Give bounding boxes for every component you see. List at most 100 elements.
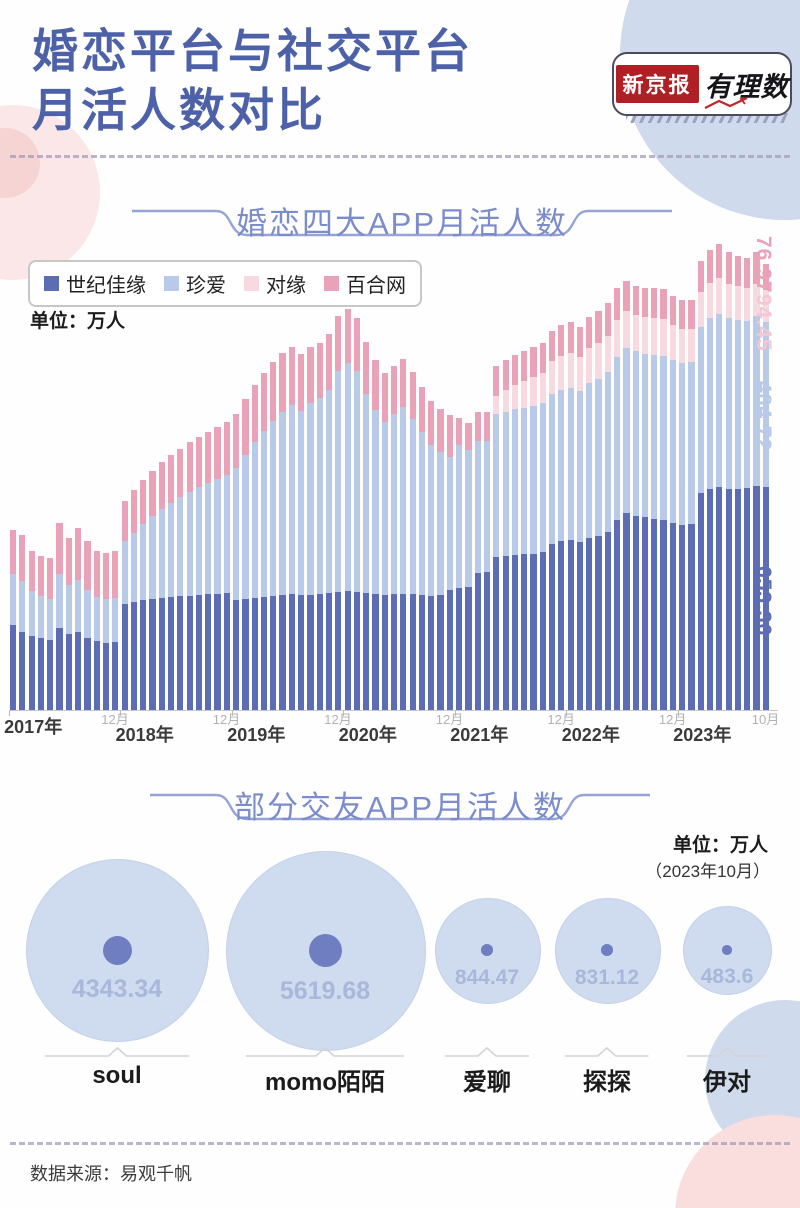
bar-segment-百合网 [316,342,323,399]
bar-segment-百合网 [167,455,175,503]
bar-segment-世纪佳缘 [260,596,268,710]
bar-segment-珍爱 [437,452,444,596]
bar-2022-02 [576,326,584,710]
bar-segment-珍爱 [688,362,695,525]
chart2-period-label: （2023年10月） [645,862,770,881]
bar-segment-世纪佳缘 [102,642,110,710]
bar-segment-世纪佳缘 [511,555,518,710]
bar-2020-06 [391,366,398,710]
series-end-value-76.97: 76.97 [752,236,775,294]
bar-segment-世纪佳缘 [521,554,528,710]
bar-segment-对缘 [706,282,714,319]
bar-segment-世纪佳缘 [19,632,26,710]
bar-segment-珍爱 [493,414,500,558]
bubble-label-伊对: 伊对 [703,1069,751,1096]
bar-segment-珍爱 [140,524,147,601]
bar-segment-百合网 [558,324,565,357]
bar-2023-05 [716,244,723,710]
bar-segment-世纪佳缘 [567,540,574,710]
bar-segment-世纪佳缘 [84,637,91,710]
bar-segment-世纪佳缘 [762,487,769,710]
bar-segment-对缘 [586,347,593,384]
bar-segment-珍爱 [177,497,184,597]
bar-segment-百合网 [93,550,100,597]
bar-segment-百合网 [697,261,704,292]
bar-segment-世纪佳缘 [604,532,611,710]
bar-segment-百合网 [483,412,491,441]
bar-2021-02 [465,422,472,710]
x-tick-mark [8,710,10,716]
bubble-value-爱聊: 844.47 [454,966,520,990]
bar-segment-世纪佳缘 [251,597,258,710]
bar-segment-百合网 [391,366,398,415]
bar-segment-百合网 [19,535,26,582]
chart1-legend: 世纪佳缘 珍爱 对缘 百合网 [28,260,422,307]
bar-2019-05 [270,361,277,710]
bar-segment-世纪佳缘 [586,538,593,710]
page-title-line2: 月活人数对比 [32,83,326,136]
bar-segment-百合网 [381,372,388,422]
bar-segment-世纪佳缘 [688,524,695,710]
bar-segment-珍爱 [632,351,639,516]
bar-segment-对缘 [697,291,704,327]
bar-segment-珍爱 [483,440,491,573]
bar-segment-百合网 [539,342,546,373]
bar-segment-珍爱 [242,454,249,599]
bar-segment-珍爱 [762,322,769,488]
bar-2022-09 [641,288,649,710]
bar-segment-百合网 [84,541,91,591]
x-tick-12月: 12月 [212,712,241,727]
legend-swatch [164,276,179,291]
bar-segment-对缘 [614,320,621,358]
bar-segment-世纪佳缘 [483,572,491,710]
bar-segment-世纪佳缘 [493,557,500,710]
section2-bracket [150,793,650,821]
bar-2019-11 [325,334,333,710]
bar-segment-百合网 [456,418,463,446]
bar-segment-世纪佳缘 [456,588,463,710]
bar-2018-01 [121,500,128,710]
bubble-center-dot-伊对 [722,945,732,955]
bar-segment-百合网 [288,346,295,405]
bar-segment-世纪佳缘 [576,542,584,710]
bar-segment-对缘 [558,356,565,391]
bar-segment-珍爱 [233,468,240,601]
bar-segment-对缘 [539,372,546,404]
bubble-label-探探: 探探 [583,1069,631,1096]
bar-segment-世纪佳缘 [37,638,45,710]
bar-segment-百合网 [660,288,667,320]
bar-segment-珍爱 [716,313,723,487]
bar-segment-珍爱 [149,515,156,599]
bar-segment-珍爱 [195,486,203,595]
bar-segment-百合网 [669,295,676,325]
bar-segment-对缘 [651,317,658,356]
bar-2020-08 [409,372,416,710]
logo-hatch-shadow [626,113,790,123]
bar-2018-07 [177,448,184,710]
bar-segment-百合网 [260,372,268,431]
bar-segment-百合网 [177,448,184,498]
page-title: 婚恋平台与社交平台 月活人数对比 [32,22,473,140]
bar-segment-百合网 [65,538,72,585]
bar-2019-12 [335,316,342,710]
bar-segment-百合网 [725,251,732,284]
bar-segment-百合网 [325,334,333,390]
bar-segment-珍爱 [539,403,546,553]
bar-segment-对缘 [604,335,611,373]
legend-label: 世纪佳缘 [66,275,146,297]
bar-segment-珍爱 [465,450,472,587]
bar-2021-04 [483,412,491,710]
bar-2020-02 [353,317,361,710]
bar-segment-珍爱 [409,418,416,595]
bar-segment-百合网 [158,462,165,509]
bar-2022-03 [586,316,593,710]
bar-2018-09 [195,436,203,710]
bar-2020-12 [446,415,453,710]
bar-segment-珍爱 [325,389,333,594]
x-tick-12月: 12月 [101,712,129,727]
bar-2022-11 [660,288,667,710]
x-tick-mark [120,710,121,716]
bar-segment-世纪佳缘 [10,624,17,710]
bar-2020-01 [344,308,351,710]
section1-bracket [132,209,672,237]
